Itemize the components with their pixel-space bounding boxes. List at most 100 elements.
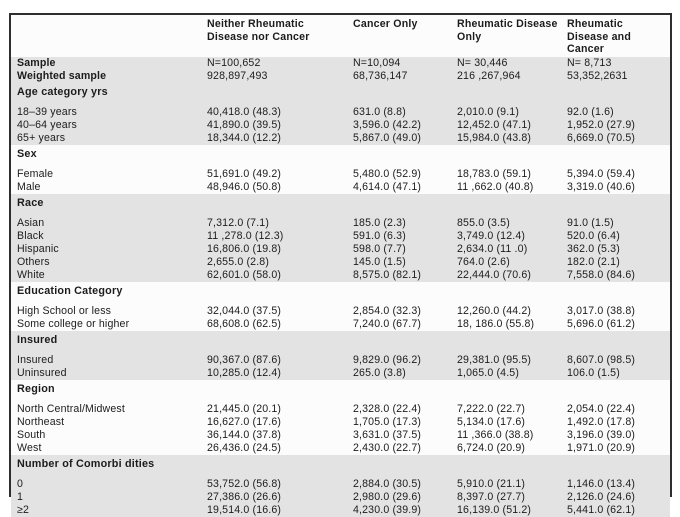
table-row: 18–39 years 40,418.0 (48.3) 631.0 (8.8) … xyxy=(11,106,670,119)
table-section: Sex Female 51,691.0 (49.2) 5,480.0 (52.9… xyxy=(11,145,670,194)
section-header-label: Number of Comorbi dities xyxy=(17,457,155,470)
value-rheumatic-only: 855.0 (3.5) xyxy=(457,217,510,229)
value-neither: 16,627.0 (17.6) xyxy=(207,416,282,428)
value-cancer-only: 68,736,147 xyxy=(353,70,408,82)
value-rheumatic-only: 11 ,662.0 (40.8) xyxy=(457,181,534,193)
value-cancer-only: 4,614.0 (47.1) xyxy=(353,181,422,193)
value-rheumatic-and-cancer: 8,607.0 (98.5) xyxy=(567,354,636,366)
value-neither: 40,418.0 (48.3) xyxy=(207,106,282,118)
value-cancer-only: 2,854.0 (32.3) xyxy=(353,305,422,317)
table-row: White 62,601.0 (58.0) 8,575.0 (82.1) 22,… xyxy=(11,269,670,282)
table-row: Black 11 ,278.0 (12.3) 591.0 (6.3) 3,749… xyxy=(11,230,670,243)
value-cancer-only: 145.0 (1.5) xyxy=(353,256,406,268)
value-neither: 7,312.0 (7.1) xyxy=(207,217,270,229)
value-cancer-only: 185.0 (2.3) xyxy=(353,217,406,229)
value-rheumatic-only: 7,222.0 (22.7) xyxy=(457,403,526,415)
value-neither: 18,344.0 (12.2) xyxy=(207,132,282,144)
section-header-row: Region xyxy=(11,380,670,403)
section-header-row: Sex xyxy=(11,145,670,168)
table-body: Sample N=100,652 N=10,094 N= 30,446 N= 8… xyxy=(11,57,670,517)
value-neither: 51,691.0 (49.2) xyxy=(207,168,282,180)
section-header-row: Insured xyxy=(11,331,670,354)
value-cancer-only: 5,480.0 (52.9) xyxy=(353,168,422,180)
value-neither: 928,897,493 xyxy=(207,70,268,82)
section-header-label: Race xyxy=(17,196,44,209)
section-rows: Insured 90,367.0 (87.6) 9,829.0 (96.2) 2… xyxy=(11,354,670,380)
value-rheumatic-and-cancer: 2,054.0 (22.4) xyxy=(567,403,636,415)
row-label: Some college or higher xyxy=(17,318,130,330)
value-neither: 41,890.0 (39.5) xyxy=(207,119,282,131)
value-cancer-only: 631.0 (8.8) xyxy=(353,106,406,118)
value-rheumatic-and-cancer: 92.0 (1.6) xyxy=(567,106,614,118)
row-label: 65+ years xyxy=(17,132,66,144)
value-rheumatic-only: 6,724.0 (20.9) xyxy=(457,442,526,454)
table-row: Sample N=100,652 N=10,094 N= 30,446 N= 8… xyxy=(11,57,670,70)
value-cancer-only: 591.0 (6.3) xyxy=(353,230,406,242)
row-label: Female xyxy=(17,168,54,180)
value-cancer-only: 7,240.0 (67.7) xyxy=(353,318,422,330)
section-rows: 0 53,752.0 (56.8) 2,884.0 (30.5) 5,910.0… xyxy=(11,478,670,517)
value-rheumatic-only: 18, 186.0 (55.8) xyxy=(457,318,535,330)
value-neither: 26,436.0 (24.5) xyxy=(207,442,282,454)
value-neither: 48,946.0 (50.8) xyxy=(207,181,282,193)
row-label: Weighted sample xyxy=(17,70,107,82)
row-label: Northeast xyxy=(17,416,65,428)
table-section: Region North Central/Midwest 21,445.0 (2… xyxy=(11,380,670,455)
value-neither: 27,386.0 (26.6) xyxy=(207,491,282,503)
column-header-cancer-only: Cancer Only xyxy=(353,18,418,30)
value-rheumatic-only: 15,984.0 (43.8) xyxy=(457,132,532,144)
table-row: Northeast 16,627.0 (17.6) 1,705.0 (17.3)… xyxy=(11,416,670,429)
table-row: 40–64 years 41,890.0 (39.5) 3,596.0 (42.… xyxy=(11,119,670,132)
section-rows: Sample N=100,652 N=10,094 N= 30,446 N= 8… xyxy=(11,57,670,83)
section-header-label: Education Category xyxy=(17,284,123,297)
row-label: Others xyxy=(17,256,50,268)
value-cancer-only: 3,596.0 (42.2) xyxy=(353,119,422,131)
value-neither: 68,608.0 (62.5) xyxy=(207,318,282,330)
value-neither: 53,752.0 (56.8) xyxy=(207,478,282,490)
value-rheumatic-only: 2,634.0 (11 .0) xyxy=(457,243,528,255)
table-row: 1 27,386.0 (26.6) 2,980.0 (29.6) 8,397.0… xyxy=(11,491,670,504)
value-cancer-only: 5,867.0 (49.0) xyxy=(353,132,422,144)
section-header-row: Age category yrs xyxy=(11,83,670,106)
table-row: 65+ years 18,344.0 (12.2) 5,867.0 (49.0)… xyxy=(11,132,670,145)
column-header-empty xyxy=(11,18,207,57)
row-label: 0 xyxy=(17,478,24,490)
value-rheumatic-and-cancer: 3,017.0 (38.8) xyxy=(567,305,636,317)
value-cancer-only: 2,884.0 (30.5) xyxy=(353,478,422,490)
value-rheumatic-only: 216 ,267,964 xyxy=(457,70,521,82)
value-neither: 36,144.0 (37.8) xyxy=(207,429,282,441)
row-label: 40–64 years xyxy=(17,119,77,131)
value-neither: N=100,652 xyxy=(207,57,261,69)
value-cancer-only: 265.0 (3.8) xyxy=(353,367,406,379)
value-rheumatic-and-cancer: 182.0 (2.1) xyxy=(567,256,620,268)
value-rheumatic-and-cancer: 520.0 (6.4) xyxy=(567,230,620,242)
value-neither: 2,655.0 (2.8) xyxy=(207,256,270,268)
value-rheumatic-and-cancer: 53,352,2631 xyxy=(567,70,628,82)
row-label: South xyxy=(17,429,46,441)
row-label: North Central/Midwest xyxy=(17,403,125,415)
value-neither: 32,044.0 (37.5) xyxy=(207,305,282,317)
row-label: Male xyxy=(17,181,41,193)
value-rheumatic-only: 8,397.0 (27.7) xyxy=(457,491,526,503)
table-section: Education Category High School or less 3… xyxy=(11,282,670,331)
row-label: 1 xyxy=(17,491,24,503)
table-row: Weighted sample 928,897,493 68,736,147 2… xyxy=(11,70,670,83)
value-rheumatic-and-cancer: 2,126.0 (24.6) xyxy=(567,491,636,503)
value-rheumatic-only: 5,134.0 (17.6) xyxy=(457,416,526,428)
value-cancer-only: 2,980.0 (29.6) xyxy=(353,491,422,503)
value-rheumatic-only: 22,444.0 (70.6) xyxy=(457,269,532,281)
section-rows: Asian 7,312.0 (7.1) 185.0 (2.3) 855.0 (3… xyxy=(11,217,670,282)
section-rows: North Central/Midwest 21,445.0 (20.1) 2,… xyxy=(11,403,670,455)
value-rheumatic-and-cancer: 91.0 (1.5) xyxy=(567,217,614,229)
value-neither: 62,601.0 (58.0) xyxy=(207,269,282,281)
value-cancer-only: 2,430.0 (22.7) xyxy=(353,442,422,454)
value-rheumatic-only: 5,910.0 (21.1) xyxy=(457,478,526,490)
characteristics-table: Neither Rheumatic Disease nor Cancer Can… xyxy=(9,13,672,517)
table-section: Insured Insured 90,367.0 (87.6) 9,829.0 … xyxy=(11,331,670,380)
value-cancer-only: N=10,094 xyxy=(353,57,401,69)
value-rheumatic-only: 2,010.0 (9.1) xyxy=(457,106,520,118)
value-cancer-only: 598.0 (7.7) xyxy=(353,243,406,255)
value-rheumatic-only: 11 ,366.0 (38.8) xyxy=(457,429,534,441)
value-neither: 21,445.0 (20.1) xyxy=(207,403,282,415)
table-section: Race Asian 7,312.0 (7.1) 185.0 (2.3) 855… xyxy=(11,194,670,282)
